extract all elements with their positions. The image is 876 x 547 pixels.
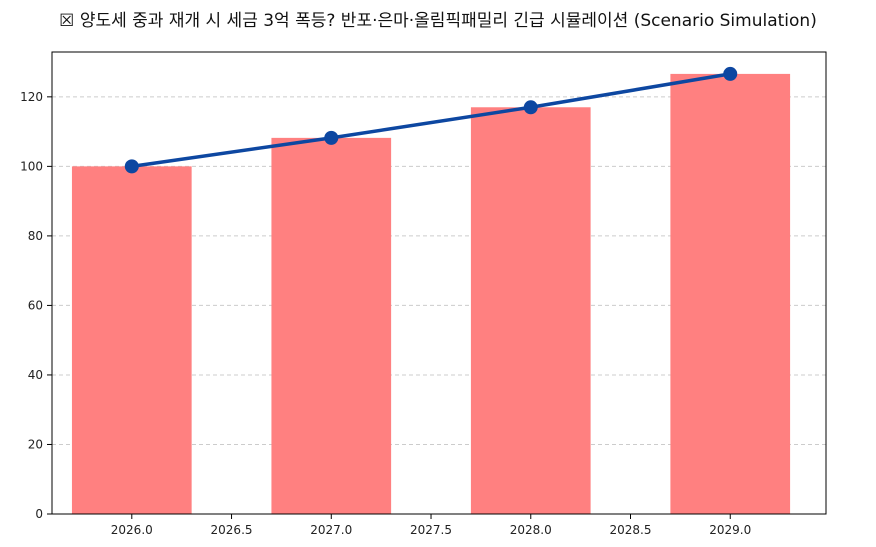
- y-tick-label: 40: [28, 368, 43, 382]
- line-point: [523, 100, 538, 115]
- y-tick-label: 120: [20, 90, 43, 104]
- y-axis: 0 20 40 60 80 100 120: [20, 90, 52, 521]
- bar: [670, 73, 791, 514]
- y-tick-label: 60: [28, 298, 43, 312]
- x-tick-label: 2027.0: [310, 523, 352, 537]
- y-tick-label: 20: [28, 437, 43, 451]
- bars: [71, 73, 791, 515]
- line-series: [131, 72, 731, 169]
- y-tick-label: 0: [35, 507, 43, 521]
- chart-title: ☒ 양도세 중과 재개 시 세금 3억 폭등? 반포·은마·올림픽패밀리 긴급 …: [59, 11, 817, 31]
- x-axis: 2026.0 2026.5 2027.0 2027.5 2028.0 2028.5 2029…: [111, 514, 751, 537]
- x-tick-label: 2028.0: [510, 523, 552, 537]
- line-point: [723, 66, 738, 81]
- plot-frame: [51, 51, 827, 515]
- line-point: [124, 159, 139, 174]
- x-tick-label: 2028.5: [610, 523, 652, 537]
- y-tick-label: 100: [20, 159, 43, 173]
- x-tick-label: 2026.5: [211, 523, 253, 537]
- series-line: [131, 72, 731, 169]
- bar: [71, 166, 192, 514]
- bar: [470, 107, 591, 515]
- line-points: [124, 66, 738, 174]
- x-tick-label: 2026.0: [111, 523, 153, 537]
- bar: [271, 137, 392, 514]
- y-tick-label: 80: [28, 229, 43, 243]
- x-tick-label: 2027.5: [410, 523, 452, 537]
- line-point: [324, 130, 339, 145]
- x-tick-label: 2029.0: [709, 523, 751, 537]
